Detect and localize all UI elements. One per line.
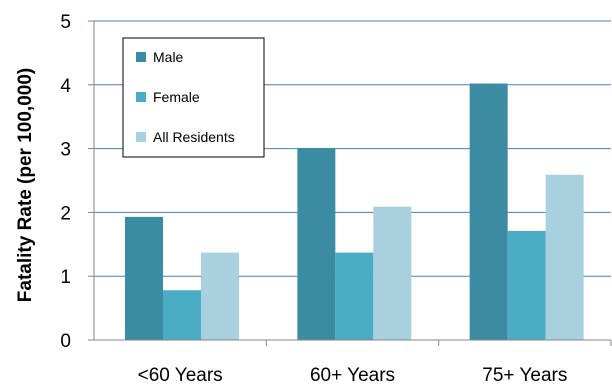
legend-label: Female xyxy=(153,89,200,105)
bar-all-residents xyxy=(373,206,412,340)
legend-swatch xyxy=(136,52,146,62)
y-tick-label: 3 xyxy=(60,140,71,161)
bar-male xyxy=(297,147,336,340)
legend: Male Female All Residents xyxy=(122,37,265,158)
y-tick-label: 0 xyxy=(60,331,71,352)
legend-label: Male xyxy=(153,49,184,65)
bar-female xyxy=(507,230,546,340)
x-ticks: <60 Years 60+ Years 75+ Years xyxy=(138,340,612,386)
x-tick-label: 75+ Years xyxy=(482,365,567,386)
y-tick-label: 5 xyxy=(60,12,71,33)
x-tick-label: 60+ Years xyxy=(310,365,395,386)
legend-swatch xyxy=(136,92,146,102)
y-tick-label: 1 xyxy=(60,267,71,288)
bar-female xyxy=(163,290,201,340)
legend-box xyxy=(122,37,265,158)
bars xyxy=(125,83,584,341)
legend-label: All Residents xyxy=(153,129,235,145)
y-ticks: 0 1 2 3 4 5 xyxy=(60,12,71,352)
y-axis-title: Fatality Rate (per 100,000) xyxy=(15,68,36,302)
bar-all-residents xyxy=(545,174,584,340)
legend-swatch xyxy=(136,132,146,142)
bar-male xyxy=(125,216,163,340)
bar-male xyxy=(469,83,508,341)
x-tick-label: <60 Years xyxy=(138,365,223,386)
y-tick-label: 4 xyxy=(60,76,71,97)
y-tick-label: 2 xyxy=(60,203,71,224)
bar-female xyxy=(335,252,374,340)
bar-all-residents xyxy=(201,252,239,340)
